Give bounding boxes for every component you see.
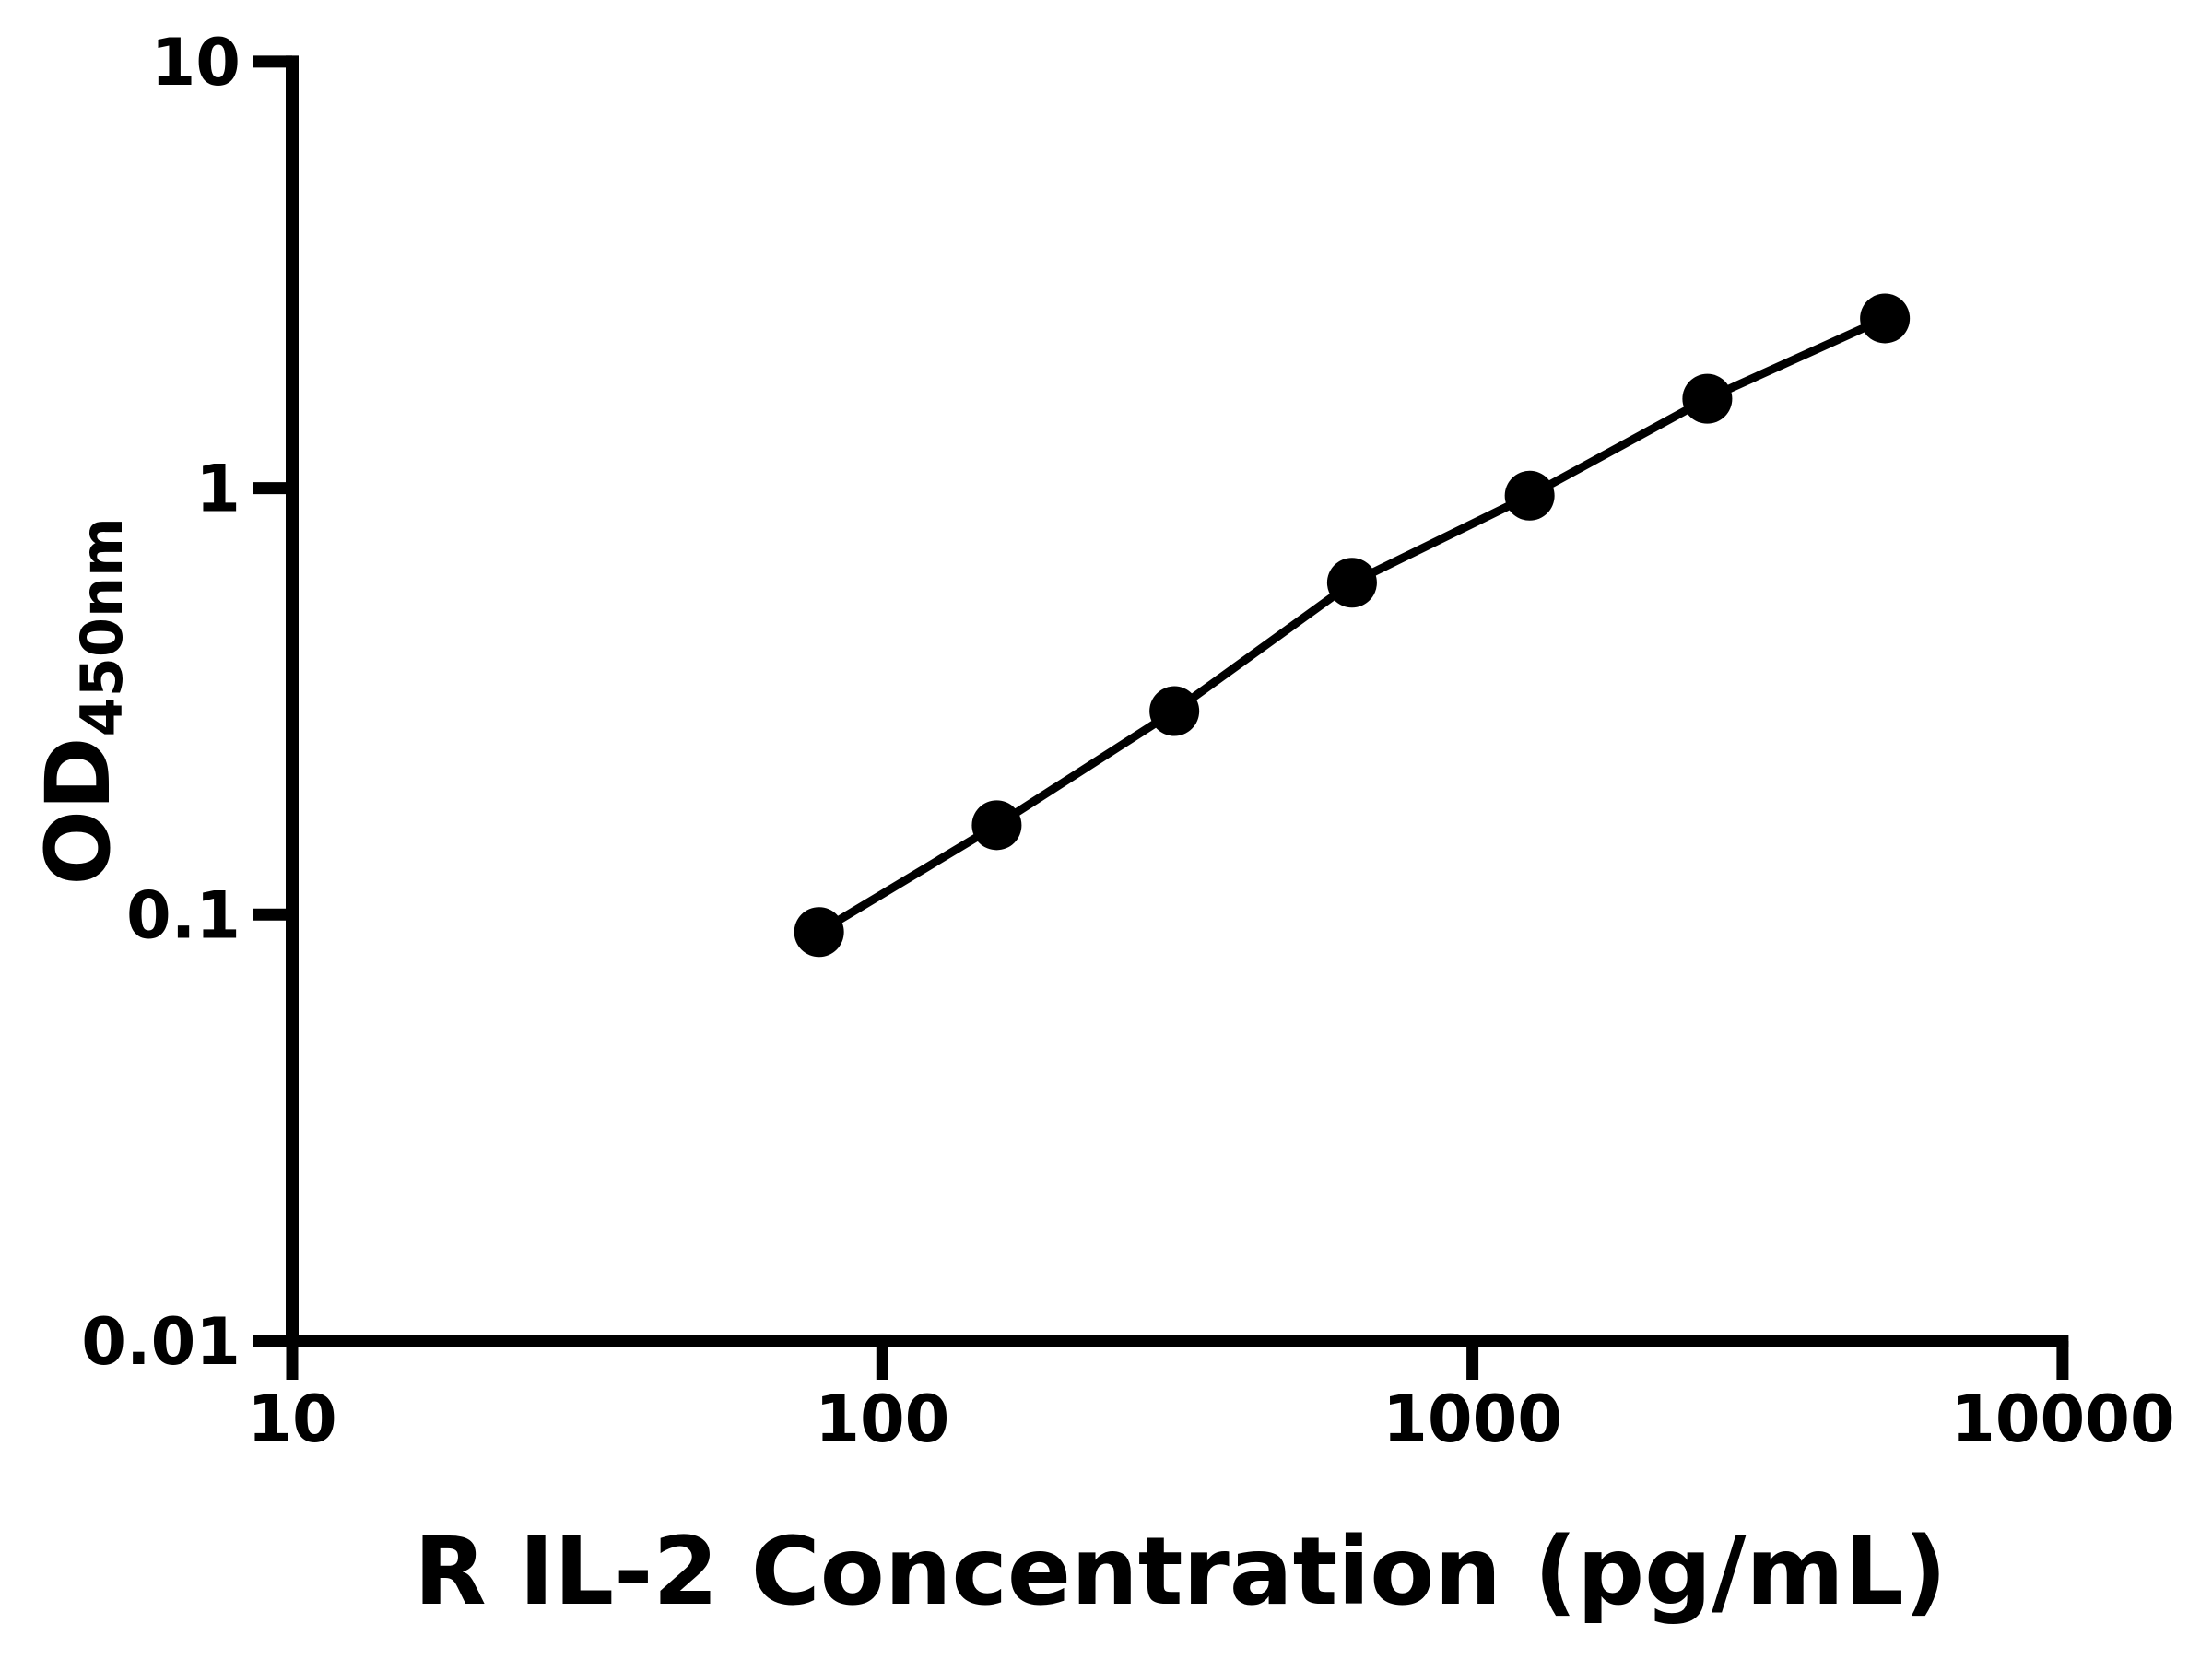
data-point <box>1682 373 1733 424</box>
y-tick-label: 10 <box>151 25 241 100</box>
y-tick-label: 0.01 <box>81 1304 241 1380</box>
y-tick-label: 0.1 <box>126 877 241 953</box>
y-tick-label: 1 <box>195 452 241 527</box>
data-point <box>1860 293 1911 344</box>
x-tick-label: 10 <box>247 1382 336 1457</box>
y-axis-title: OD450nm <box>27 517 135 885</box>
data-point <box>1149 686 1200 736</box>
x-tick-label: 100 <box>815 1382 949 1457</box>
x-tick-label: 1000 <box>1382 1382 1562 1457</box>
x-tick-label: 10000 <box>1950 1382 2175 1457</box>
data-point <box>794 907 844 958</box>
data-point <box>1504 470 1555 521</box>
data-point <box>971 800 1022 851</box>
x-axis-title: R IL-2 Concentration (pg/mL) <box>414 1517 1947 1627</box>
data-point <box>1326 558 1377 608</box>
